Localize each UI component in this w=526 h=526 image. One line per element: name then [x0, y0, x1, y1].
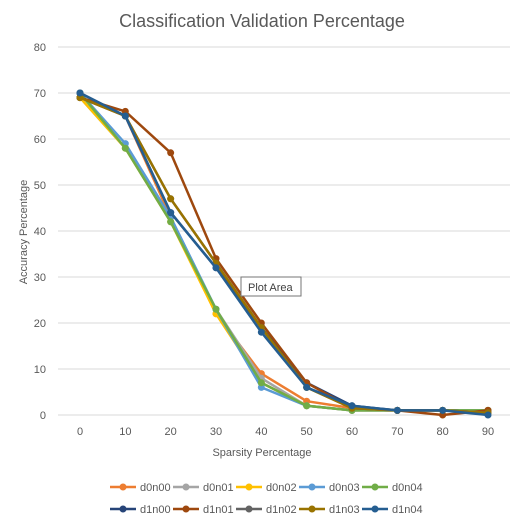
series-line[interactable] — [79, 96, 489, 417]
x-axis-title: Sparsity Percentage — [212, 447, 311, 459]
data-point[interactable] — [76, 89, 84, 97]
data-point[interactable] — [212, 305, 220, 313]
legend-label: d1n01 — [203, 504, 234, 516]
legend-item-d0n02[interactable]: d0n02 — [236, 482, 297, 494]
data-point[interactable] — [257, 328, 265, 336]
data-point[interactable] — [303, 402, 311, 410]
data-point[interactable] — [167, 149, 175, 157]
chart-title: Classification Validation Percentage — [119, 11, 405, 31]
legend-item-d1n02[interactable]: d1n02 — [236, 504, 297, 516]
y-tick-label: 20 — [34, 318, 46, 330]
data-point[interactable] — [167, 195, 175, 203]
legend-item-d0n00[interactable]: d0n00 — [110, 482, 171, 494]
series-line[interactable] — [79, 96, 489, 414]
x-tick-label: 90 — [482, 426, 494, 438]
legend-swatch-marker — [308, 483, 316, 491]
y-tick-label: 10 — [34, 364, 46, 376]
legend-swatch-marker — [119, 505, 127, 513]
y-tick-label: 70 — [34, 88, 46, 100]
legend-swatch-marker — [119, 483, 127, 491]
legend-item-d1n00[interactable]: d1n00 — [110, 504, 171, 516]
data-point[interactable] — [167, 218, 175, 226]
x-tick-label: 20 — [165, 426, 177, 438]
legend-label: d1n04 — [392, 504, 423, 516]
plot-area-tooltip: Plot Area — [240, 276, 302, 297]
legend-label: d0n01 — [203, 482, 234, 494]
legend-item-d1n03[interactable]: d1n03 — [299, 504, 360, 516]
legend-swatch-marker — [182, 483, 190, 491]
y-tick-label: 60 — [34, 134, 46, 146]
legend[interactable]: d0n00 d0n01 d0n02 d0n03 d0n04 d1n00 d1n01 d1n02… — [110, 482, 423, 516]
legend-swatch-marker — [371, 483, 379, 491]
series-line[interactable] — [79, 91, 489, 414]
x-tick-label: 10 — [119, 426, 131, 438]
data-point[interactable] — [167, 209, 175, 217]
data-point[interactable] — [484, 411, 492, 419]
legend-label: d1n03 — [329, 504, 360, 516]
data-point[interactable] — [348, 402, 356, 410]
x-tick-label: 60 — [346, 426, 358, 438]
data-point[interactable] — [121, 112, 129, 120]
data-point[interactable] — [212, 264, 220, 272]
legend-swatch-marker — [245, 483, 253, 491]
data-point[interactable] — [303, 383, 311, 391]
x-tick-label: 80 — [437, 426, 449, 438]
data-point[interactable] — [439, 406, 447, 414]
tooltip-box — [240, 276, 302, 297]
y-axis-ticks: 0 10 20 30 40 50 60 70 80 — [34, 42, 46, 422]
y-tick-label: 80 — [34, 42, 46, 54]
x-axis-ticks: 0 10 20 30 40 50 60 70 80 90 — [77, 426, 494, 438]
x-tick-label: 40 — [255, 426, 267, 438]
tooltip-text: Plot Area — [248, 282, 294, 294]
legend-swatch-marker — [182, 505, 190, 513]
y-tick-label: 30 — [34, 272, 46, 284]
x-tick-label: 30 — [210, 426, 222, 438]
legend-swatch-marker — [308, 505, 316, 513]
legend-swatch-marker — [371, 505, 379, 513]
legend-item-d0n04[interactable]: d0n04 — [362, 482, 423, 494]
data-point[interactable] — [257, 379, 265, 387]
series-line[interactable] — [79, 92, 488, 412]
x-tick-label: 0 — [77, 426, 83, 438]
legend-label: d0n00 — [140, 482, 171, 494]
legend-item-d1n04[interactable]: d1n04 — [362, 504, 423, 516]
plot-area[interactable] — [76, 89, 492, 419]
series-d1n04[interactable] — [76, 89, 492, 419]
legend-swatch-marker — [245, 505, 253, 513]
data-point[interactable] — [393, 406, 401, 414]
y-axis-title: Accuracy Percentage — [18, 180, 30, 285]
series-line[interactable] — [79, 92, 488, 412]
legend-label: d0n02 — [266, 482, 297, 494]
legend-item-d1n01[interactable]: d1n01 — [173, 504, 234, 516]
legend-label: d1n02 — [266, 504, 297, 516]
legend-item-d0n01[interactable]: d0n01 — [173, 482, 234, 494]
legend-label: d0n04 — [392, 482, 423, 494]
y-tick-label: 40 — [34, 226, 46, 238]
y-tick-label: 50 — [34, 180, 46, 192]
gridlines — [58, 46, 510, 416]
legend-label: d0n03 — [329, 482, 360, 494]
data-point[interactable] — [121, 144, 129, 152]
x-tick-label: 70 — [391, 426, 403, 438]
y-tick-label: 0 — [40, 410, 46, 422]
series-line[interactable] — [79, 91, 489, 417]
legend-label: d1n00 — [140, 504, 171, 516]
legend-item-d0n03[interactable]: d0n03 — [299, 482, 360, 494]
x-tick-label: 50 — [301, 426, 313, 438]
